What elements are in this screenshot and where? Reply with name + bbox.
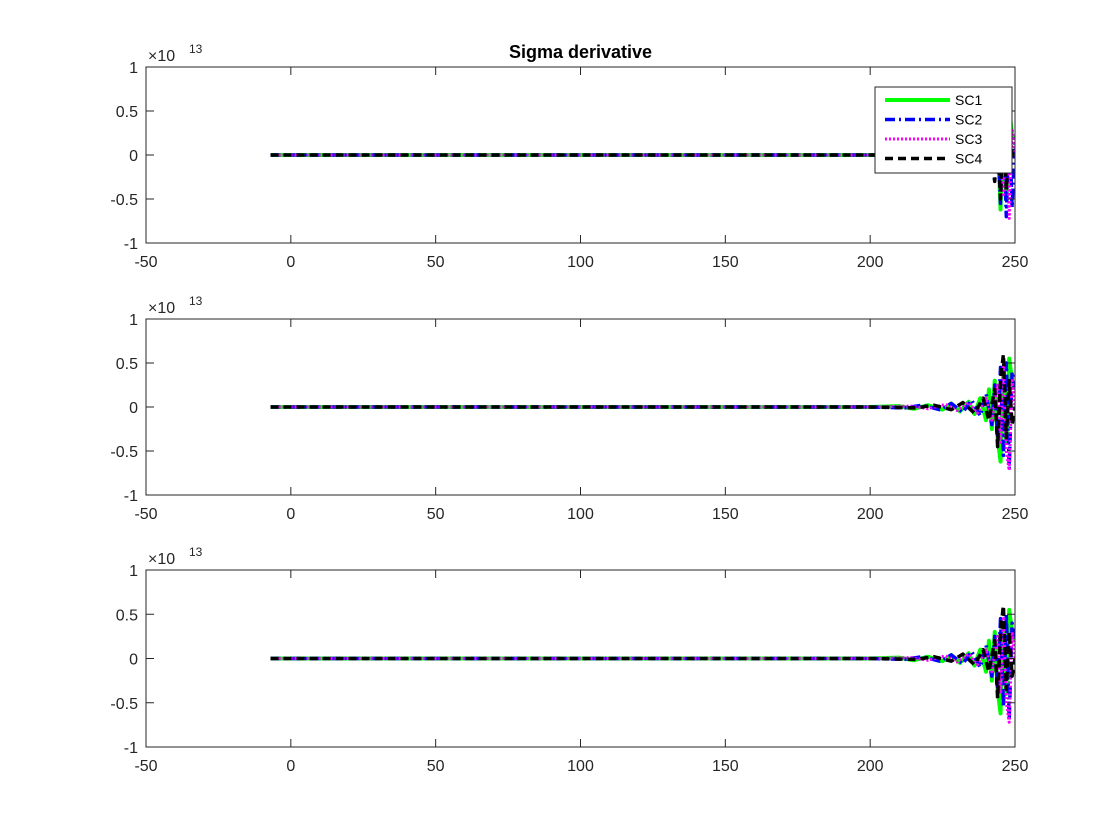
y-multiplier-label: ×10: [148, 551, 175, 568]
x-tick-label: 0: [286, 254, 295, 271]
y-multiplier-label: ×10: [148, 300, 175, 317]
y-tick-label: 0.5: [116, 104, 138, 121]
legend-entry-sc2: SC2: [955, 112, 982, 128]
x-tick-label: 100: [567, 254, 594, 271]
y-tick-label: 1: [129, 60, 138, 77]
x-tick-label: -50: [134, 254, 157, 271]
series-line-sc4: [270, 603, 1015, 701]
axes-panel-3: -50 0 50 100 150 200 250 -1 -0.5 0 0.5 1 ×10 13: [110, 545, 1028, 775]
series-line-sc2: [270, 109, 1015, 219]
x-tick-label: 100: [567, 506, 594, 523]
x-tick-label: 200: [857, 758, 884, 775]
x-tick-label: 250: [1002, 254, 1029, 271]
y-tick-label: 0.5: [116, 356, 138, 373]
x-tick-label: 150: [712, 506, 739, 523]
x-tick-label: 200: [857, 506, 884, 523]
x-tick-label: -50: [134, 758, 157, 775]
x-tick-label: 250: [1002, 758, 1029, 775]
series-line-sc3: [270, 617, 1015, 724]
y-tick-label: 1: [129, 312, 138, 329]
x-tick-label: 200: [857, 254, 884, 271]
axes-panel-1: -50 0 50 100 150 200 250 -1 -0.5 0 0.5 1 ×10 13 Sigma …: [110, 42, 1028, 271]
y-multiplier-exponent: 13: [189, 42, 203, 56]
y-tick-label: 0: [129, 652, 138, 669]
x-tick-label: 250: [1002, 506, 1029, 523]
legend-entry-sc1: SC1: [955, 92, 982, 108]
legend: SC1 SC2 SC3 SC4: [874, 86, 1013, 174]
x-tick-label: 0: [286, 506, 295, 523]
y-multiplier-exponent: 13: [189, 294, 203, 308]
legend-entry-sc3: SC3: [955, 131, 982, 147]
x-tick-label: 50: [427, 506, 445, 523]
legend-entry-sc4: SC4: [955, 151, 982, 167]
x-tick-label: 100: [567, 758, 594, 775]
x-tick-label: -50: [134, 506, 157, 523]
y-tick-label: -1: [124, 236, 138, 253]
chart-title: Sigma derivative: [509, 42, 652, 62]
series-line-sc4: [270, 352, 1015, 449]
x-tick-label: 0: [286, 758, 295, 775]
axes-panel-2: -50 0 50 100 150 200 250 -1 -0.5 0 0.5 1 ×10 13: [110, 294, 1028, 523]
x-tick-label: 150: [712, 758, 739, 775]
x-tick-label: 50: [427, 254, 445, 271]
y-tick-label: 1: [129, 563, 138, 580]
y-tick-label: 0.5: [116, 607, 138, 624]
y-tick-label: 0: [129, 148, 138, 165]
series-line-sc2: [270, 361, 1015, 471]
series-line-sc3: [270, 365, 1015, 472]
y-tick-label: -1: [124, 740, 138, 757]
series-group: [270, 603, 1015, 724]
y-tick-label: 0: [129, 400, 138, 417]
y-tick-label: -0.5: [110, 192, 138, 209]
series-group: [270, 352, 1015, 472]
y-tick-label: -1: [124, 488, 138, 505]
y-multiplier-label: ×10: [148, 48, 175, 65]
y-tick-label: -0.5: [110, 696, 138, 713]
x-tick-label: 150: [712, 254, 739, 271]
y-tick-label: -0.5: [110, 444, 138, 461]
x-tick-label: 50: [427, 758, 445, 775]
y-multiplier-exponent: 13: [189, 545, 203, 559]
